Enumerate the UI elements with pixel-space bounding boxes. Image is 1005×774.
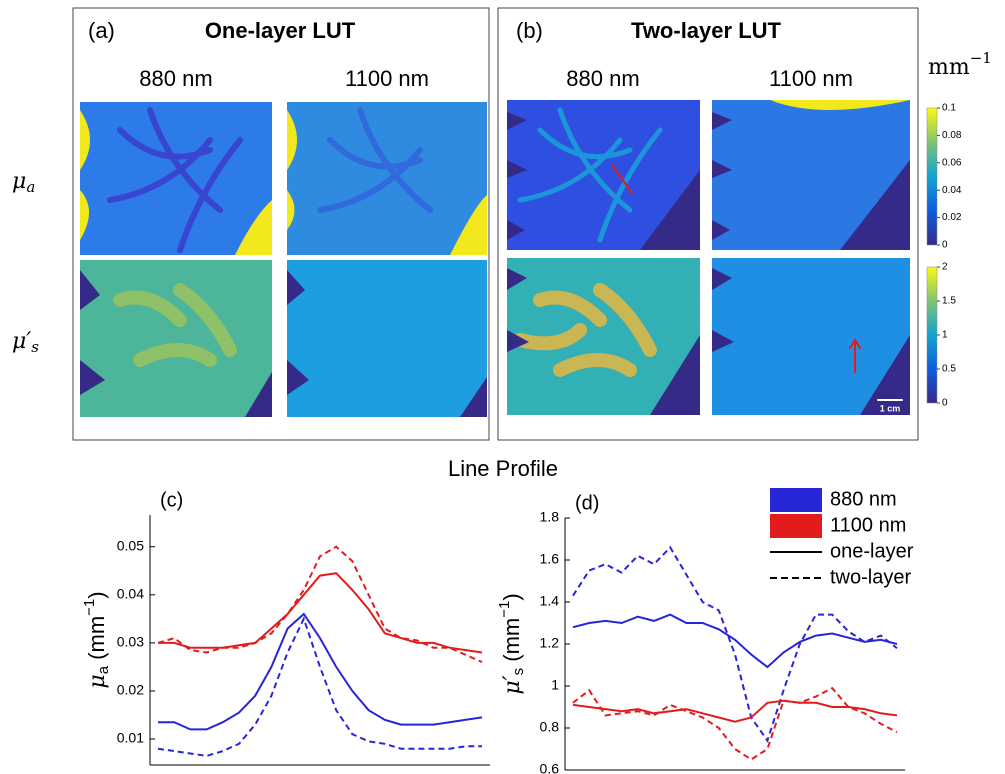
y-tick-label: 0.02 <box>117 682 144 698</box>
colorbar-tick-label: 0.08 <box>942 130 962 141</box>
profile-line <box>572 699 898 723</box>
profile-line <box>572 686 898 761</box>
y-tick-label: 0.05 <box>117 537 144 553</box>
colorbar <box>926 266 938 404</box>
panel-label: (c) <box>160 489 183 511</box>
colorbar-tick-label: 2 <box>942 262 948 273</box>
colorbar-tick-label: 0 <box>942 240 948 251</box>
panel-frame <box>72 7 490 441</box>
column-label: 880 nm <box>139 66 212 91</box>
unit-base: mm <box>928 55 970 80</box>
column-label: 880 nm <box>566 66 639 91</box>
subscript: s <box>31 338 39 356</box>
profile-line <box>572 613 898 669</box>
profile-line <box>158 612 483 731</box>
colorbar-tick-label: 0.1 <box>942 103 956 114</box>
y-axis-label-part: s <box>510 668 527 676</box>
colorbar-tick-label: 0.04 <box>942 185 962 196</box>
y-axis-label-part: ) <box>84 591 109 598</box>
colorbar-unit: mm−1 <box>928 49 992 80</box>
profile-line <box>572 545 898 743</box>
colorbar-tick-label: 0.5 <box>942 364 956 375</box>
colorbar <box>926 107 938 246</box>
profile-line <box>157 616 482 757</box>
legend-label: one-layer <box>830 540 914 562</box>
y-axis-label-part: μ′ <box>500 675 525 694</box>
colorbar-tick-label: 1 <box>942 330 948 341</box>
y-axis-label-part: μ <box>85 674 110 688</box>
colorbar-tick-label: 0.02 <box>942 212 962 223</box>
y-tick-label: 1.6 <box>540 551 560 567</box>
column-label: 1100 nm <box>769 66 853 91</box>
scale-bar-label: 1 cm <box>880 403 901 413</box>
y-tick-label: 0.01 <box>117 730 144 746</box>
legend-label: two-layer <box>830 566 911 588</box>
y-tick-label: 0.6 <box>540 761 560 774</box>
y-axis-label-part: ) <box>499 593 524 600</box>
y-axis-label: μa (mm−1) <box>81 591 112 688</box>
y-axis-label-part: (mm <box>499 618 524 668</box>
y-tick-label: 1.4 <box>540 593 560 609</box>
y-axis-label-part: −1 <box>496 601 513 618</box>
y-tick-label: 1 <box>551 677 559 693</box>
legend-label: 1100 nm <box>830 514 906 536</box>
unit-sup: −1 <box>970 49 992 67</box>
colorbar-tick-label: 0.06 <box>942 157 962 168</box>
row-label: μ′s <box>12 329 39 356</box>
symbol: μ′ <box>12 329 31 354</box>
y-axis-label-part: a <box>95 665 112 674</box>
column-label: 1100 nm <box>345 66 429 91</box>
panel-title: Two-layer LUT <box>631 18 782 43</box>
y-axis-label: μ′s (mm−1) <box>496 593 527 694</box>
subscript: a <box>26 178 35 196</box>
panel-label: (b) <box>516 18 543 43</box>
profile-line <box>158 572 483 654</box>
panel-frame <box>497 7 919 441</box>
y-tick-label: 1.8 <box>540 509 560 525</box>
legend-label: 880 nm <box>830 488 897 510</box>
y-axis-label-part: (mm <box>84 616 109 666</box>
heatmap <box>80 100 910 417</box>
legend-swatch <box>770 488 822 512</box>
profile-title: Line Profile <box>448 456 558 481</box>
panel-label: (a) <box>88 18 115 43</box>
symbol: μ <box>12 169 26 194</box>
row-label: μa <box>12 169 35 196</box>
colorbar-tick-label: 1.5 <box>942 296 956 307</box>
profile-line <box>157 545 483 664</box>
y-tick-label: 0.04 <box>117 586 144 602</box>
y-axis-label-part: −1 <box>81 599 98 616</box>
colorbar-tick-label: 0 <box>942 398 948 409</box>
y-tick-label: 1.2 <box>540 635 560 651</box>
y-tick-label: 0.8 <box>540 719 560 735</box>
panel-label: (d) <box>575 492 599 514</box>
legend-swatch <box>770 514 822 538</box>
panel-title: One-layer LUT <box>205 18 356 43</box>
y-tick-label: 0.03 <box>117 634 144 650</box>
